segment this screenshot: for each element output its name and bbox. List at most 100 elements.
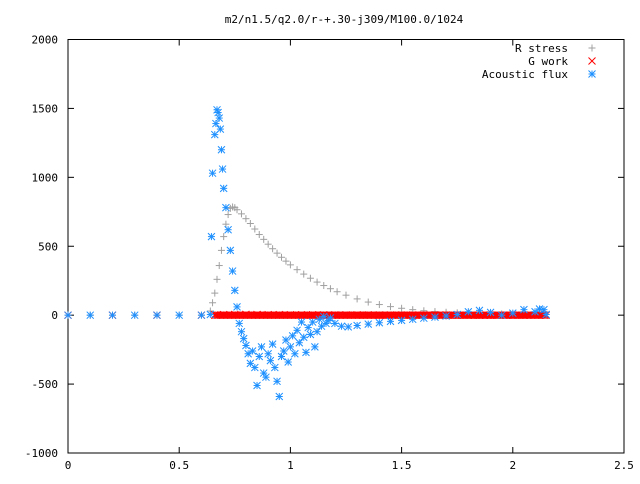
- data-point: [215, 262, 223, 270]
- data-point: [215, 114, 224, 122]
- data-point: [408, 315, 417, 324]
- data-marks: [64, 105, 551, 401]
- data-point: [209, 299, 217, 307]
- data-point: [242, 341, 250, 350]
- data-point: [419, 314, 428, 323]
- y-tick-label: 0: [51, 309, 58, 322]
- data-point: [293, 326, 301, 335]
- data-point: [306, 330, 315, 339]
- plot-frame: [67, 39, 625, 454]
- data-point: [226, 246, 235, 255]
- data-point: [282, 257, 290, 265]
- data-point: [375, 301, 383, 309]
- data-point: [293, 266, 301, 274]
- data-point: [210, 130, 219, 139]
- data-point: [233, 303, 241, 311]
- data-point: [246, 220, 254, 228]
- data-point: [279, 347, 288, 355]
- data-point: [222, 203, 230, 212]
- data-point: [431, 313, 439, 321]
- y-tick-label: 1000: [32, 171, 59, 184]
- data-point: [302, 348, 310, 357]
- y-tick-label: 2000: [32, 34, 59, 47]
- data-point: [237, 327, 246, 336]
- data-point: [213, 275, 221, 283]
- data-point: [214, 108, 222, 117]
- data-point: [197, 311, 206, 320]
- data-point: [206, 310, 215, 319]
- data-point: [277, 352, 286, 361]
- data-point: [299, 333, 308, 342]
- data-point: [295, 338, 304, 347]
- data-point: [212, 119, 220, 128]
- data-point: [255, 231, 263, 239]
- x-tick-label: 2: [509, 459, 516, 472]
- data-point: [304, 323, 313, 332]
- data-point: [333, 288, 341, 296]
- data-point: [211, 289, 219, 297]
- data-point: [286, 261, 294, 269]
- data-point: [269, 245, 277, 253]
- data-point: [175, 311, 184, 320]
- data-point: [442, 312, 450, 320]
- x-tick-label: 0: [65, 459, 72, 472]
- data-point: [108, 311, 117, 320]
- data-point: [257, 343, 266, 351]
- data-point: [235, 319, 244, 328]
- data-point: [153, 311, 161, 320]
- data-point: [130, 311, 139, 320]
- data-point: [262, 373, 270, 382]
- data-point: [342, 291, 350, 299]
- data-point: [297, 318, 306, 326]
- data-point: [386, 303, 394, 311]
- legend-marker: [588, 44, 596, 52]
- data-point: [217, 246, 225, 254]
- data-point: [375, 318, 384, 327]
- data-point: [233, 206, 241, 214]
- data-point: [317, 322, 326, 331]
- data-point: [464, 307, 473, 316]
- data-point: [239, 334, 248, 343]
- axis-ticks: 0 0.5 1 1.5 2 2.5 -1000 -500 0 500 1000 1500 2000: [25, 34, 634, 473]
- data-point: [497, 311, 506, 320]
- y-tick-label: 500: [38, 240, 58, 253]
- y-tick-label: -1000: [25, 447, 58, 460]
- data-point: [397, 316, 406, 325]
- y-tick-label: 1500: [32, 102, 59, 115]
- data-point: [273, 377, 281, 386]
- data-point: [453, 310, 462, 319]
- x-tick-label: 0.5: [169, 459, 189, 472]
- data-point: [331, 319, 339, 328]
- data-point: [319, 312, 328, 321]
- data-point: [326, 285, 334, 293]
- x-tick-label: 2.5: [614, 459, 634, 472]
- data-point: [306, 274, 314, 282]
- data-point: [266, 356, 275, 365]
- data-point: [264, 349, 273, 358]
- legend-label: Acoustic flux: [482, 68, 568, 81]
- data-point: [64, 311, 72, 320]
- data-point: [313, 327, 321, 336]
- data-point: [353, 321, 361, 330]
- data-point: [216, 125, 225, 133]
- data-point: [230, 286, 239, 295]
- data-point: [308, 318, 317, 326]
- data-point: [253, 381, 261, 390]
- data-point: [486, 308, 495, 317]
- legend-label: R stress: [515, 42, 568, 55]
- data-point: [250, 363, 259, 372]
- data-point: [353, 295, 361, 303]
- data-point: [268, 340, 277, 348]
- data-point: [364, 320, 373, 328]
- legend-label: G work: [528, 55, 568, 68]
- series-r-stress: [64, 203, 550, 319]
- data-point: [275, 392, 284, 401]
- data-point: [288, 331, 297, 340]
- data-point: [508, 309, 517, 317]
- y-tick-label: -500: [32, 378, 59, 391]
- data-point: [217, 145, 226, 154]
- data-point: [224, 211, 232, 219]
- data-point: [224, 225, 232, 234]
